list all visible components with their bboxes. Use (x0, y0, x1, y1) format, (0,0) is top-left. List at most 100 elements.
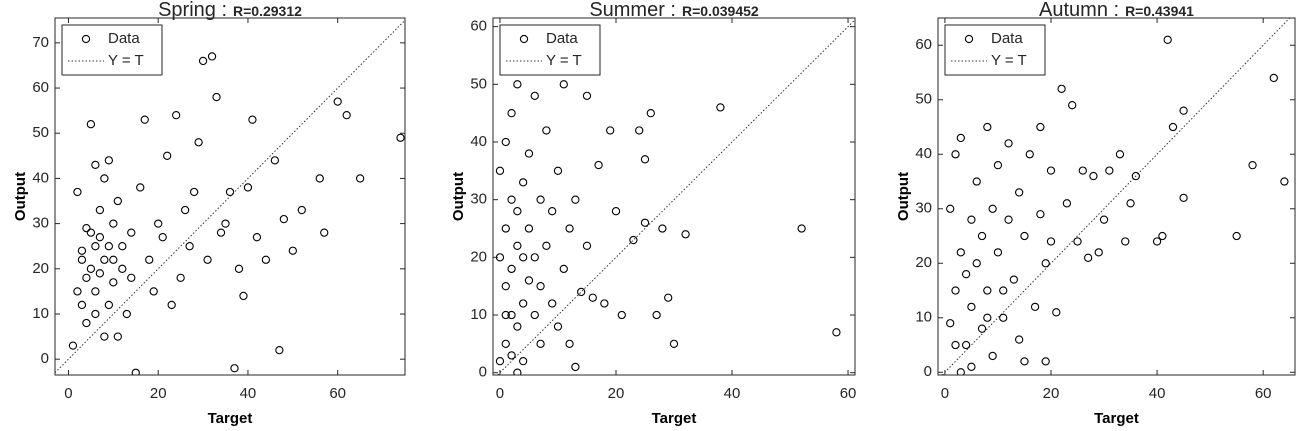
data-point (519, 253, 528, 262)
data-point (513, 80, 522, 89)
data-point (189, 187, 199, 197)
x-tick-label: 20 (608, 385, 625, 402)
y-tick-label: 20 (915, 254, 932, 271)
data-point (261, 255, 271, 264)
data-point (507, 351, 516, 360)
x-tick-label: 0 (496, 385, 504, 402)
plot-area (941, 18, 1291, 375)
data-point (122, 309, 131, 319)
data-point (495, 357, 505, 366)
data-point (542, 241, 551, 250)
data-point (198, 56, 208, 66)
data-point (77, 300, 87, 310)
data-point (180, 205, 190, 215)
title-name: Spring : (158, 0, 227, 21)
data-point (1232, 231, 1241, 241)
data-point (109, 278, 118, 287)
data-point (113, 196, 122, 206)
data-point (536, 282, 545, 291)
data-point (1089, 171, 1098, 181)
panel: 0 20 40 60 0 10 20 30 40 50 60 Target Output Summer :… (450, 0, 856, 427)
data-point (519, 357, 528, 366)
data-point (131, 368, 140, 375)
data-point (91, 242, 100, 251)
data-point (77, 255, 87, 264)
data-point (73, 287, 82, 296)
data-point (1068, 101, 1077, 110)
data-point (1057, 84, 1066, 94)
data-point (136, 183, 145, 192)
data-point (109, 219, 118, 228)
data-point (95, 233, 105, 242)
data-point (501, 339, 510, 349)
data-point (315, 174, 324, 183)
data-point (972, 259, 981, 268)
x-tick-label: 60 (1255, 385, 1272, 402)
data-point (1036, 210, 1045, 219)
axes-background (55, 18, 405, 375)
data-point (565, 339, 574, 349)
data-point (617, 310, 626, 320)
data-point (1041, 259, 1050, 268)
data-point (983, 313, 992, 322)
data-point (553, 166, 563, 175)
data-point (203, 255, 212, 264)
y-tick-label: 50 (915, 91, 932, 108)
legend-marker (81, 34, 91, 44)
data-point (1121, 237, 1130, 246)
data-point (82, 318, 91, 328)
data-point (967, 302, 976, 312)
data-point (635, 126, 644, 135)
y-tick-label: 30 (32, 215, 49, 232)
data-point (230, 364, 239, 373)
y-tick-label: 60 (470, 18, 487, 35)
legend-label: Y = T (108, 52, 144, 69)
data-point (396, 133, 405, 142)
data-point (342, 111, 351, 120)
data-point (1020, 357, 1029, 366)
data-point (279, 214, 288, 224)
panel: 0 20 40 60 0 10 20 30 40 50 60 70 Target Output Spring… (12, 0, 406, 427)
data-point (167, 300, 176, 310)
data-point (524, 224, 534, 233)
data-point (86, 120, 96, 129)
data-point (185, 242, 194, 251)
title-name: Summer : (589, 0, 676, 21)
data-point (95, 205, 105, 215)
y-tick-label: 10 (32, 305, 49, 322)
data-point (118, 264, 127, 273)
x-tick-label: 0 (64, 385, 72, 402)
data-point (297, 205, 306, 215)
data-point (530, 91, 539, 101)
data-point (86, 264, 96, 273)
data-point (163, 151, 172, 160)
data-point (239, 291, 248, 301)
y-tick-label: 50 (470, 75, 487, 92)
data-point (594, 160, 603, 170)
data-point (1046, 166, 1056, 175)
data-point (993, 248, 1003, 257)
title-name: Autumn : (1039, 0, 1119, 21)
data-point (611, 207, 621, 216)
data-point (172, 111, 181, 120)
data-point (140, 115, 149, 124)
x-tick-label: 20 (1043, 385, 1060, 402)
y-tick-label: 0 (41, 350, 49, 367)
data-point (530, 310, 539, 320)
data-point (145, 255, 154, 264)
data-point (977, 324, 987, 333)
data-point (999, 313, 1008, 322)
data-point (640, 218, 650, 227)
data-point (530, 253, 539, 262)
data-point (1041, 357, 1050, 366)
legend-box (944, 24, 1046, 76)
data-point (951, 286, 960, 295)
x-tick-label: 60 (840, 385, 857, 402)
data-point (681, 230, 690, 239)
x-axis-label: Target (208, 410, 253, 427)
data-point (669, 339, 679, 349)
y-tick-label: 60 (32, 79, 49, 96)
data-point (355, 174, 365, 183)
data-point (548, 299, 557, 308)
data-point (158, 233, 167, 242)
